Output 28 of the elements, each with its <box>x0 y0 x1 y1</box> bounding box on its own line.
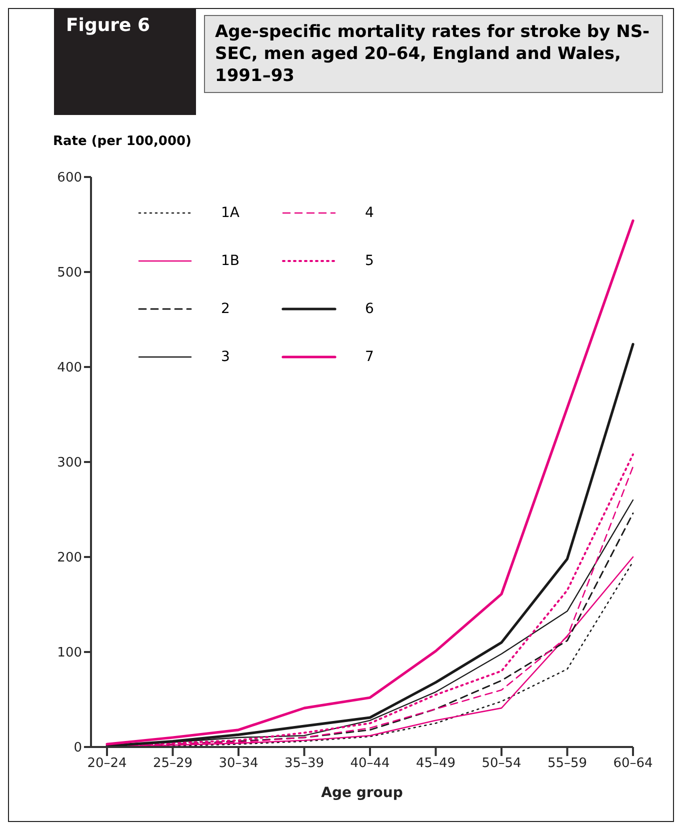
x-tick-label: 40–44 <box>350 756 390 772</box>
legend-label: 2 <box>221 301 231 317</box>
y-axis-title: Rate (per 100,000) <box>53 134 192 149</box>
y-tick-label: 300 <box>57 456 82 471</box>
x-tick-label: 45–49 <box>416 756 456 772</box>
legend-label: 1A <box>221 205 240 221</box>
x-tick-label: 50–54 <box>482 756 522 772</box>
y-tick-label: 600 <box>57 170 82 186</box>
x-tick-label: 30–34 <box>218 756 258 772</box>
legend-label: 5 <box>365 253 375 269</box>
chart-title: Age-specific mortality rates for stroke by NS-SEC, men aged 20–64, England and Wales, 1991–93 <box>204 15 663 93</box>
x-tick-label: 35–39 <box>284 756 324 772</box>
legend-label: 3 <box>221 349 231 365</box>
legend-label: 7 <box>365 349 375 365</box>
x-tick-label: 25–29 <box>152 756 193 772</box>
caption: Figure 6 <box>54 9 196 115</box>
legend-label: 1B <box>221 253 241 269</box>
x-tick-label: 60–64 <box>613 756 653 772</box>
x-tick-label: 20–24 <box>87 756 127 772</box>
x-tick-label: 55–59 <box>547 756 588 772</box>
legend-label: 6 <box>365 301 375 317</box>
y-tick-label: 400 <box>57 360 82 376</box>
y-tick-label: 500 <box>57 266 82 281</box>
x-axis-title: Age group <box>321 785 403 801</box>
y-tick-label: 0 <box>74 740 82 756</box>
legend-label: 4 <box>365 205 375 221</box>
y-tick-label: 200 <box>57 550 82 566</box>
y-tick-label: 100 <box>57 646 82 661</box>
